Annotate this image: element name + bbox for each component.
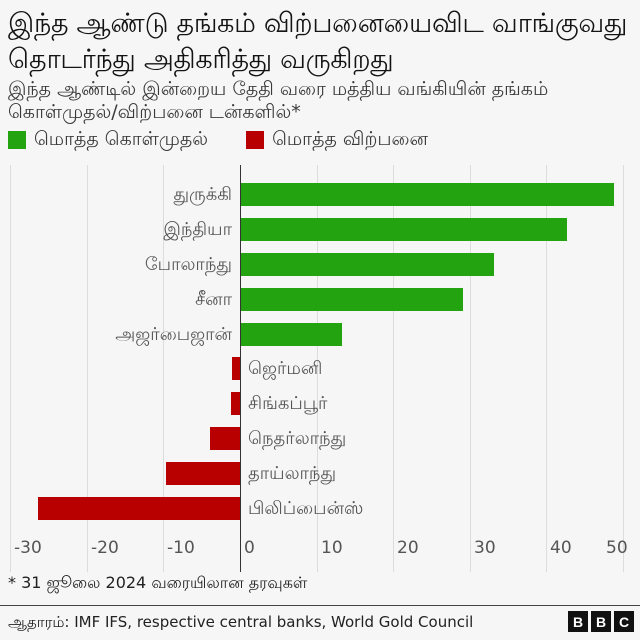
bar-purchase [241, 323, 343, 346]
category-label: இந்தியா [163, 219, 232, 240]
category-label: அஜர்பைஜான் [115, 324, 232, 345]
gridline [393, 165, 394, 572]
bbc-logo: B B C [565, 611, 634, 632]
x-tick-label: 10 [321, 538, 343, 558]
bbc-logo-letter: B [591, 611, 611, 632]
x-tick-label: 30 [474, 538, 496, 558]
gridline [163, 165, 164, 572]
x-tick-label: -30 [14, 538, 42, 558]
chart-subtitle: இந்த ஆண்டில் இன்றைய தேதி வரை மத்திய வங்க… [8, 78, 549, 123]
chart-title: இந்த ஆண்டு தங்கம் விற்பனையைவிட வாங்குவது… [8, 8, 628, 75]
x-tick-label: -10 [167, 538, 195, 558]
bbc-logo-letter: C [614, 611, 634, 632]
gridline [623, 165, 624, 572]
category-label: போலாந்து [144, 254, 232, 275]
x-tick-label: 50 [606, 538, 628, 558]
legend-swatch-sale [246, 131, 265, 149]
x-tick-label: 40 [550, 538, 572, 558]
bar-sale [37, 497, 240, 520]
bar-sale [165, 462, 240, 485]
gridline [470, 165, 471, 572]
gridline [87, 165, 88, 572]
legend-item-purchase: மொத்த கொள்முதல் [8, 128, 208, 153]
legend-swatch-purchase [8, 131, 26, 149]
divider [0, 605, 640, 606]
category-label: சிங்கப்பூர் [248, 393, 328, 414]
bar-purchase [241, 218, 568, 241]
legend-label-sale: மொத்த விற்பனை [272, 127, 428, 150]
bbc-logo-letter: B [568, 611, 588, 632]
legend-item-sale: மொத்த விற்பனை [246, 128, 428, 153]
x-tick-label: 0 [244, 538, 255, 558]
x-tick-label: 20 [397, 538, 419, 558]
bar-sale [210, 427, 240, 450]
bar-sale [232, 357, 240, 380]
category-label: துருக்கி [173, 184, 232, 205]
gridline [10, 165, 11, 572]
bar-purchase [241, 253, 494, 276]
category-label: பிலிப்பைன்ஸ் [248, 498, 364, 519]
footnote: * 31 ஜூலை 2024 வரையிலான தரவுகள் [8, 573, 308, 592]
source-text: ஆதாரம்: IMF IFS, respective central bank… [8, 613, 474, 631]
bar-purchase [241, 183, 615, 206]
legend: மொத்த கொள்முதல் மொத்த விற்பனை [8, 128, 466, 152]
bar-purchase [241, 288, 464, 311]
zero-axis-line [240, 165, 241, 572]
legend-label-purchase: மொத்த கொள்முதல் [34, 127, 209, 150]
bar-sale [230, 392, 240, 415]
category-label: ஜெர்மனி [248, 358, 323, 379]
gridline [317, 165, 318, 572]
category-label: தாய்லாந்து [248, 463, 337, 484]
gridline [546, 165, 547, 572]
x-tick-label: -20 [91, 538, 119, 558]
category-label: நெதர்லாந்து [248, 428, 347, 449]
category-label: சீனா [195, 289, 232, 310]
